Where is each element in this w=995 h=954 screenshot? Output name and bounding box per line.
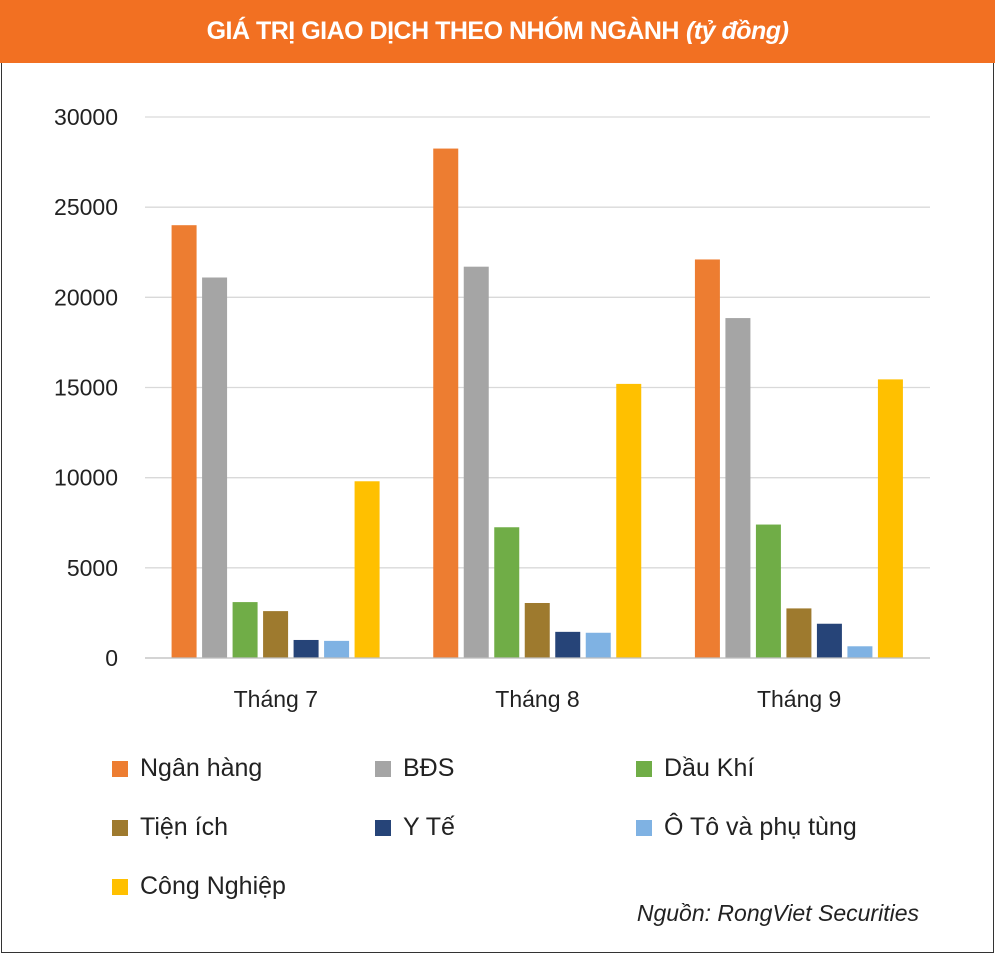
legend-label: Tiện ích xyxy=(140,813,229,841)
bar-công-nghiệp-2 xyxy=(616,383,642,658)
legend-item: Dầu Khí xyxy=(636,754,754,783)
legend-item: Công Nghiệp xyxy=(112,872,286,901)
bar-y-tế-1 xyxy=(293,639,319,658)
legend-label: Ô Tô và phụ tùng xyxy=(664,813,857,841)
chart-title-bar: GIÁ TRỊ GIAO DỊCH THEO NHÓM NGÀNH (tỷ đồn… xyxy=(0,0,995,63)
bar-y-tế-2 xyxy=(555,631,581,658)
chart-title-unit: (tỷ đồng) xyxy=(685,17,789,45)
bar-công-nghiệp-3 xyxy=(877,379,903,658)
legend-swatch xyxy=(375,819,391,836)
y-tick-label: 25000 xyxy=(54,194,118,220)
legend-label: Ngân hàng xyxy=(140,754,263,782)
x-tick-label: Tháng 7 xyxy=(234,686,318,712)
bar-công-nghiệp-1 xyxy=(354,481,380,658)
bar-dầu-khí-2 xyxy=(494,527,520,658)
bar-bđs-1 xyxy=(202,277,228,658)
legend-label: Công Nghiệp xyxy=(140,872,286,900)
bar-ngân-hàng-1 xyxy=(171,225,197,658)
legend-item: BĐS xyxy=(375,754,454,783)
legend-item: Ô Tô và phụ tùng xyxy=(636,813,857,842)
bar-bđs-2 xyxy=(463,266,489,658)
x-tick-label: Tháng 8 xyxy=(495,686,579,712)
bar-ngân-hàng-3 xyxy=(694,259,720,658)
chart-title: GIÁ TRỊ GIAO DỊCH THEO NHÓM NGÀNH xyxy=(206,17,680,45)
bar-ô-tô-và-phụ-tùng-3 xyxy=(847,646,873,658)
bar-ô-tô-và-phụ-tùng-1 xyxy=(324,640,350,658)
bar-ngân-hàng-2 xyxy=(433,148,459,658)
legend-item: Ngân hàng xyxy=(112,754,262,783)
legend-swatch xyxy=(112,878,128,895)
bar-tiện-ích-2 xyxy=(524,602,550,658)
legend-swatch xyxy=(112,760,128,777)
legend-swatch xyxy=(112,819,128,836)
y-tick-label: 10000 xyxy=(54,465,118,491)
bar-tiện-ích-3 xyxy=(786,608,812,658)
y-tick-label: 15000 xyxy=(54,375,118,401)
legend-swatch xyxy=(636,819,652,836)
x-tick-label: Tháng 9 xyxy=(757,686,841,712)
y-tick-label: 5000 xyxy=(67,555,118,581)
bar-ô-tô-và-phụ-tùng-2 xyxy=(585,632,611,658)
source-note: Nguồn: RongViet Securities xyxy=(636,900,919,926)
bar-tiện-ích-1 xyxy=(263,611,289,658)
bar-bđs-3 xyxy=(725,318,751,658)
chart-frame xyxy=(1,63,994,953)
y-tick-label: 30000 xyxy=(54,104,118,130)
legend-item: Y Tế xyxy=(375,813,455,842)
legend-item: Tiện ích xyxy=(112,813,228,842)
bar-dầu-khí-1 xyxy=(232,602,258,658)
legend-label: Dầu Khí xyxy=(664,754,755,782)
legend-label: BĐS xyxy=(403,754,455,782)
y-tick-label: 0 xyxy=(105,645,118,671)
legend-swatch xyxy=(636,760,652,777)
bar-dầu-khí-3 xyxy=(755,524,781,658)
legend-swatch xyxy=(375,760,391,777)
y-tick-label: 20000 xyxy=(54,284,118,310)
legend-label: Y Tế xyxy=(403,813,455,841)
bar-y-tế-3 xyxy=(816,623,842,658)
